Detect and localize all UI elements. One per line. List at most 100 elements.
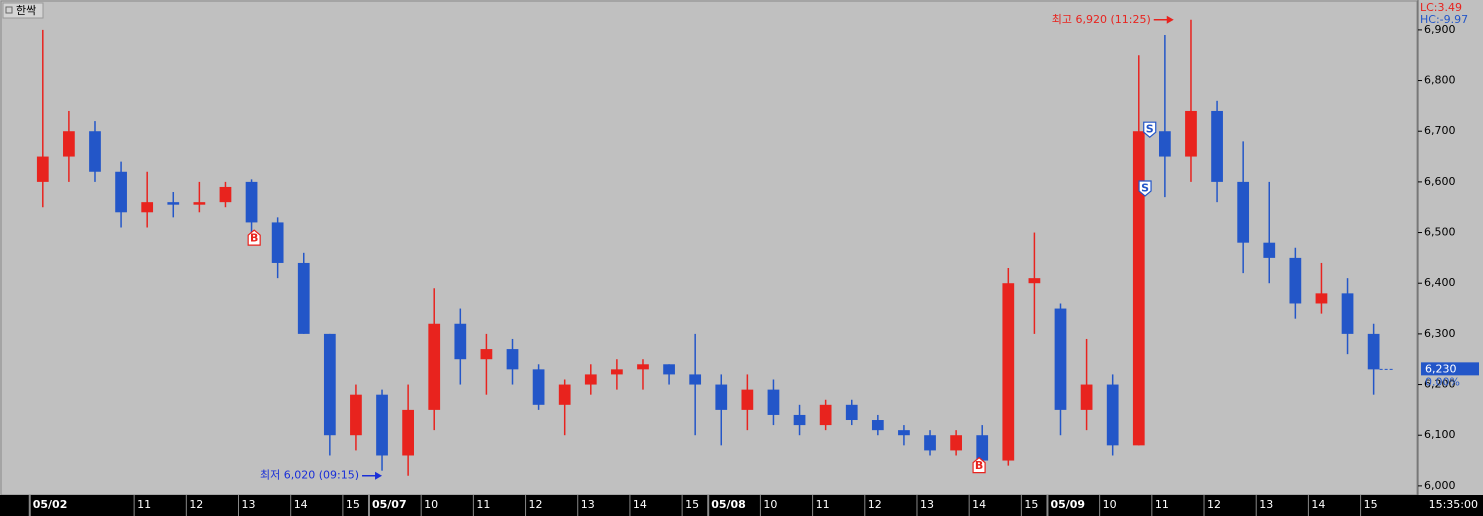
candle-body xyxy=(1002,283,1015,461)
candle-body xyxy=(976,435,989,461)
title-icon xyxy=(5,6,13,14)
candle-body xyxy=(663,364,675,375)
candle-body xyxy=(219,186,232,203)
y-tick-label: 6,400 xyxy=(1424,276,1456,289)
chart-title: 한싹 xyxy=(16,4,36,17)
x-tick-label: 14 xyxy=(633,498,647,511)
x-tick-label: 11 xyxy=(476,498,490,511)
y-tick-label: 6,500 xyxy=(1424,226,1456,239)
candle-body xyxy=(245,181,258,223)
candle-body xyxy=(1367,333,1380,370)
candle-body xyxy=(1185,110,1197,157)
candle-body xyxy=(1132,131,1145,446)
candle-body xyxy=(1263,242,1276,258)
candle-body xyxy=(506,349,519,370)
y-tick-label: 6,000 xyxy=(1424,479,1456,492)
candle-body xyxy=(271,222,284,263)
x-tick-label: 14 xyxy=(1311,498,1325,511)
signal-marker xyxy=(1138,180,1152,197)
candle-body xyxy=(402,409,414,456)
candle-body xyxy=(1237,181,1250,243)
candle-body xyxy=(167,202,180,205)
x-tick-label: 12 xyxy=(1207,498,1221,511)
annotation-arrowhead xyxy=(375,471,383,480)
x-tick-label: 13 xyxy=(1259,498,1273,511)
x-tick-label: 12 xyxy=(189,498,203,511)
candle-body xyxy=(428,323,441,410)
x-tick-label: 05/08 xyxy=(711,498,746,511)
candle-body xyxy=(1289,257,1302,304)
candle-body xyxy=(89,131,101,172)
lc-label: LC:3.49 xyxy=(1420,1,1462,14)
candle-body xyxy=(689,374,702,385)
x-tick-label: 05/09 xyxy=(1050,498,1085,511)
x-tick-label: 10 xyxy=(424,498,438,511)
x-tick-label: 11 xyxy=(816,498,830,511)
x-tick-label: 10 xyxy=(1103,498,1117,511)
candle-body xyxy=(793,414,806,426)
candle-body xyxy=(1080,384,1093,410)
candle-body xyxy=(1341,293,1354,334)
candle-body xyxy=(819,404,832,426)
x-tick-label: 11 xyxy=(1155,498,1169,511)
candle-body xyxy=(193,202,206,205)
x-tick-label: 15 xyxy=(1364,498,1378,511)
candle-body xyxy=(767,389,780,415)
signal-marker xyxy=(972,456,986,474)
x-tick-label: 13 xyxy=(242,498,256,511)
x-tick-label: 05/02 xyxy=(33,498,68,511)
candle-body xyxy=(376,394,388,456)
candle-body xyxy=(950,435,962,451)
candle-body xyxy=(323,333,336,436)
candle-body xyxy=(141,202,154,213)
x-tick-label: 14 xyxy=(972,498,986,511)
y-tick-label: 6,700 xyxy=(1424,124,1456,137)
last-price-label: 6,230 xyxy=(1425,362,1457,375)
candle-body xyxy=(36,156,49,182)
candle-body xyxy=(63,131,75,157)
x-tick-label: 12 xyxy=(868,498,882,511)
annotation-text: 최저 6,020 (09:15) xyxy=(260,469,359,482)
y-tick-label: 6,900 xyxy=(1424,23,1456,36)
y-tick-label: 6,600 xyxy=(1424,175,1456,188)
x-tick-label: 15 xyxy=(685,498,699,511)
candle-body xyxy=(558,384,571,405)
candle-body xyxy=(480,349,493,360)
candle-body xyxy=(845,404,858,421)
candle-body xyxy=(532,369,545,405)
candle-body xyxy=(350,394,362,436)
signal-label: B xyxy=(975,459,983,472)
y-tick-label: 6,100 xyxy=(1424,428,1456,441)
candle-body xyxy=(898,430,910,436)
candle-body xyxy=(611,369,623,375)
candle-body xyxy=(1159,131,1171,157)
signal-label: B xyxy=(250,232,258,245)
signal-label: S xyxy=(1141,181,1149,194)
candle-body xyxy=(297,262,310,334)
time-label: 15:35:00 xyxy=(1429,498,1478,511)
x-tick-label: 10 xyxy=(763,498,777,511)
x-tick-label: 13 xyxy=(581,498,595,511)
x-tick-label: 13 xyxy=(920,498,934,511)
change-label: 0.00% xyxy=(1425,375,1460,388)
y-tick-label: 6,200 xyxy=(1424,378,1456,391)
title-box xyxy=(2,2,44,19)
x-tick-label: 15 xyxy=(1024,498,1038,511)
candle-body xyxy=(637,364,649,370)
signal-marker xyxy=(247,229,261,246)
x-tick-label: 11 xyxy=(137,498,151,511)
x-tick-label: 05/07 xyxy=(372,498,407,511)
candle-body xyxy=(584,374,597,385)
candle-body xyxy=(1028,278,1041,284)
annotation-arrowhead xyxy=(1166,15,1174,24)
y-tick-label: 6,300 xyxy=(1424,327,1456,340)
candle-body xyxy=(1106,384,1119,446)
candle-body xyxy=(1054,308,1067,410)
candle-body xyxy=(741,389,754,410)
hc-label: HC:-9.97 xyxy=(1420,13,1468,26)
candle-body xyxy=(871,420,884,431)
candle-body xyxy=(715,384,728,410)
